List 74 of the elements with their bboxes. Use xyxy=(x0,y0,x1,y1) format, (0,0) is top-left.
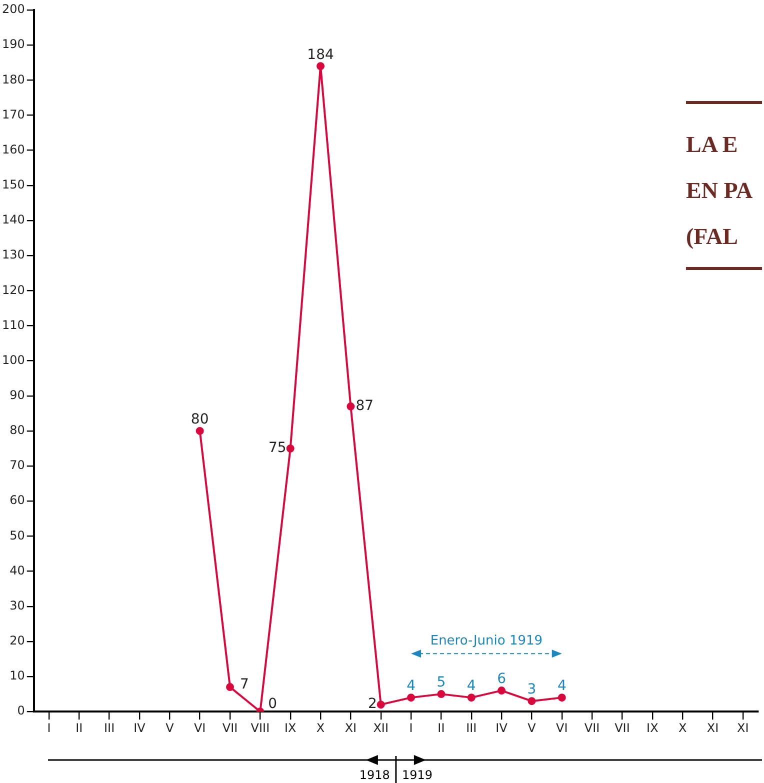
data-label: 7 xyxy=(240,676,249,693)
x-tick-label: XI xyxy=(737,720,749,735)
x-tick-label: V xyxy=(528,720,537,735)
y-tick-label: 10 xyxy=(10,668,25,683)
point xyxy=(498,686,506,695)
x-tick-label: I xyxy=(409,720,413,735)
x-tick-label: VI xyxy=(556,720,568,735)
point xyxy=(346,402,355,410)
x-tick-label: II xyxy=(438,720,445,735)
x-tick-label: III xyxy=(466,720,477,735)
x-tick-label: I xyxy=(47,720,51,735)
data-label: 5 xyxy=(436,674,446,691)
y-tick-label: 0 xyxy=(17,704,25,718)
data-label: 3 xyxy=(527,682,536,698)
x-tick-label: VI xyxy=(194,720,206,735)
data-label: 4 xyxy=(466,678,476,694)
x-tick-label: VIII xyxy=(250,720,270,735)
point xyxy=(558,694,566,702)
x-tick-label: IV xyxy=(496,720,508,735)
data-label: 184 xyxy=(307,46,334,63)
point xyxy=(437,690,446,698)
y-tick-label: 20 xyxy=(10,634,25,648)
y-tick-label: 140 xyxy=(2,212,25,227)
data-label: 75 xyxy=(268,440,286,456)
data-label: 6 xyxy=(497,671,506,688)
data-label: 80 xyxy=(190,412,209,428)
y-tick-label: 100 xyxy=(2,352,25,367)
y-tick-label: 80 xyxy=(10,423,25,438)
x-tick-label: V xyxy=(166,720,175,735)
data-label: 4 xyxy=(406,678,416,694)
point xyxy=(316,62,325,70)
x-tick-label: II xyxy=(76,720,83,735)
y-tick-label: 180 xyxy=(2,72,25,86)
x-tick-label: VII xyxy=(584,720,600,735)
x-tick-label: IX xyxy=(284,720,296,735)
x-tick-label: IX xyxy=(646,720,658,735)
y-tick-label: 130 xyxy=(2,248,25,262)
y-tick-label: 120 xyxy=(2,282,25,297)
data-label: 87 xyxy=(356,398,374,414)
text: 1918 xyxy=(359,768,390,782)
point xyxy=(467,694,476,702)
y-tick-label: 70 xyxy=(10,458,25,472)
x-tick-label: XII xyxy=(373,720,389,735)
y-tick-label: 90 xyxy=(10,388,25,402)
y-tick-label: 150 xyxy=(2,178,25,192)
y-tick-label: 110 xyxy=(2,318,25,332)
y-tick-label: 50 xyxy=(10,528,25,542)
x-tick-label: VII xyxy=(222,720,238,735)
x-tick-label: X xyxy=(316,720,325,735)
data-label: 2 xyxy=(368,696,377,712)
annotation: Enero-Junio 1919 xyxy=(430,633,543,648)
x-tick-label: XI xyxy=(706,720,719,735)
y-tick-label: 200 xyxy=(2,2,25,16)
y-tick-label: 40 xyxy=(10,563,25,578)
y-tick-label: 60 xyxy=(10,493,25,508)
x-tick-label: XI xyxy=(344,720,357,735)
x-tick-label: VII xyxy=(614,720,630,735)
x-tick-label: IV xyxy=(134,720,146,735)
point xyxy=(528,697,536,706)
data-label: 4 xyxy=(557,678,566,694)
y-tick-label: 30 xyxy=(10,598,25,612)
text: 1919 xyxy=(402,768,432,782)
point xyxy=(226,683,234,692)
point xyxy=(286,444,294,452)
x-tick-label: III xyxy=(104,720,115,735)
point xyxy=(376,700,385,709)
point xyxy=(407,694,416,702)
y-tick-label: 170 xyxy=(2,107,25,122)
data-label: 0 xyxy=(268,696,278,712)
y-tick-label: 190 xyxy=(2,37,25,52)
text: LA E EN PA (FAL xyxy=(686,131,753,251)
point xyxy=(196,426,204,435)
y-tick-label: 160 xyxy=(2,142,25,156)
x-tick-label: X xyxy=(678,720,687,735)
